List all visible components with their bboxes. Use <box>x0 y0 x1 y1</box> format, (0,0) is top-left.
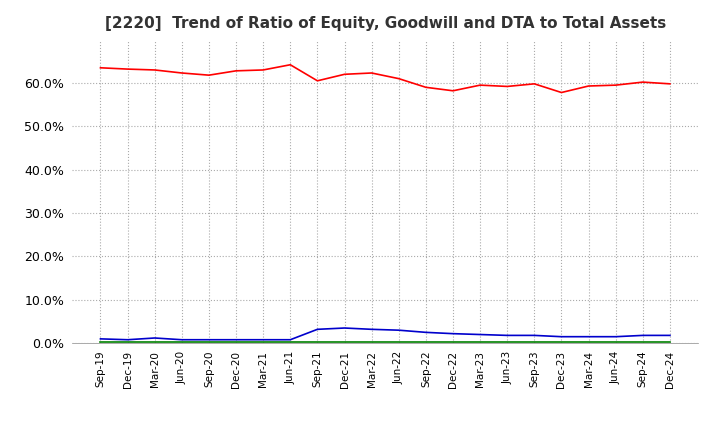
Deferred Tax Assets <box>367 339 376 345</box>
Goodwill <box>557 334 566 339</box>
Deferred Tax Assets <box>449 339 457 345</box>
Goodwill <box>259 337 268 342</box>
Goodwill <box>341 326 349 331</box>
Goodwill <box>530 333 539 338</box>
Deferred Tax Assets <box>341 339 349 345</box>
Goodwill <box>178 337 186 342</box>
Equity <box>449 88 457 93</box>
Equity <box>204 73 213 78</box>
Deferred Tax Assets <box>421 339 430 345</box>
Equity <box>395 76 403 81</box>
Goodwill <box>286 337 294 342</box>
Goodwill <box>639 333 647 338</box>
Goodwill <box>123 337 132 342</box>
Line: Goodwill: Goodwill <box>101 328 670 340</box>
Deferred Tax Assets <box>123 339 132 345</box>
Deferred Tax Assets <box>204 339 213 345</box>
Equity <box>421 84 430 90</box>
Deferred Tax Assets <box>503 339 511 345</box>
Equity <box>476 82 485 88</box>
Deferred Tax Assets <box>611 339 620 345</box>
Equity <box>96 65 105 70</box>
Goodwill <box>96 336 105 341</box>
Equity <box>611 82 620 88</box>
Goodwill <box>367 326 376 332</box>
Deferred Tax Assets <box>96 339 105 345</box>
Deferred Tax Assets <box>286 339 294 345</box>
Equity <box>232 68 240 73</box>
Deferred Tax Assets <box>476 339 485 345</box>
Deferred Tax Assets <box>232 339 240 345</box>
Equity <box>341 72 349 77</box>
Goodwill <box>584 334 593 339</box>
Deferred Tax Assets <box>395 339 403 345</box>
Deferred Tax Assets <box>557 339 566 345</box>
Equity <box>557 90 566 95</box>
Goodwill <box>476 332 485 337</box>
Title: [2220]  Trend of Ratio of Equity, Goodwill and DTA to Total Assets: [2220] Trend of Ratio of Equity, Goodwil… <box>104 16 666 32</box>
Line: Equity: Equity <box>101 65 670 92</box>
Equity <box>259 67 268 73</box>
Equity <box>584 83 593 88</box>
Deferred Tax Assets <box>150 339 159 345</box>
Equity <box>665 81 674 87</box>
Goodwill <box>421 330 430 335</box>
Goodwill <box>449 331 457 336</box>
Deferred Tax Assets <box>639 339 647 345</box>
Equity <box>178 70 186 76</box>
Goodwill <box>503 333 511 338</box>
Deferred Tax Assets <box>259 339 268 345</box>
Goodwill <box>313 326 322 332</box>
Goodwill <box>204 337 213 342</box>
Deferred Tax Assets <box>313 339 322 345</box>
Equity <box>150 67 159 73</box>
Equity <box>503 84 511 89</box>
Deferred Tax Assets <box>584 339 593 345</box>
Equity <box>530 81 539 87</box>
Equity <box>367 70 376 76</box>
Deferred Tax Assets <box>178 339 186 345</box>
Deferred Tax Assets <box>530 339 539 345</box>
Equity <box>313 78 322 84</box>
Goodwill <box>150 335 159 341</box>
Goodwill <box>611 334 620 339</box>
Goodwill <box>232 337 240 342</box>
Deferred Tax Assets <box>665 339 674 345</box>
Goodwill <box>395 327 403 333</box>
Goodwill <box>665 333 674 338</box>
Equity <box>123 66 132 72</box>
Equity <box>286 62 294 67</box>
Equity <box>639 80 647 85</box>
